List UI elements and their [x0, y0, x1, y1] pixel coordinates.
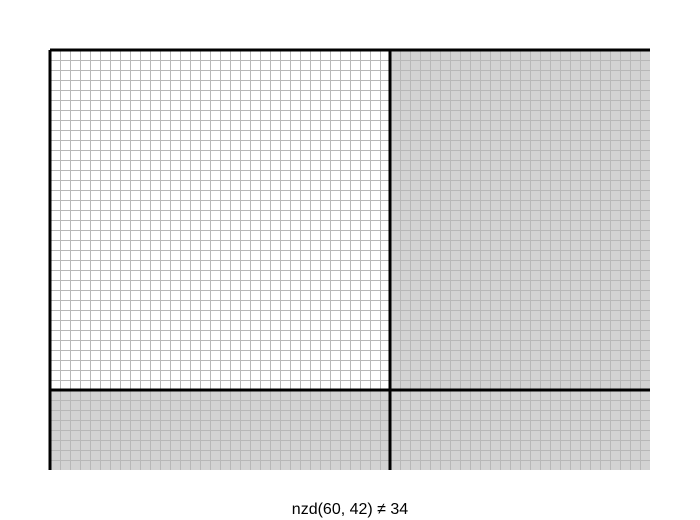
caption: nzd(60, 42) ≠ 34 [292, 501, 409, 518]
grid-lines [50, 50, 650, 470]
unit-grid [50, 50, 650, 470]
outline [48, 48, 650, 470]
